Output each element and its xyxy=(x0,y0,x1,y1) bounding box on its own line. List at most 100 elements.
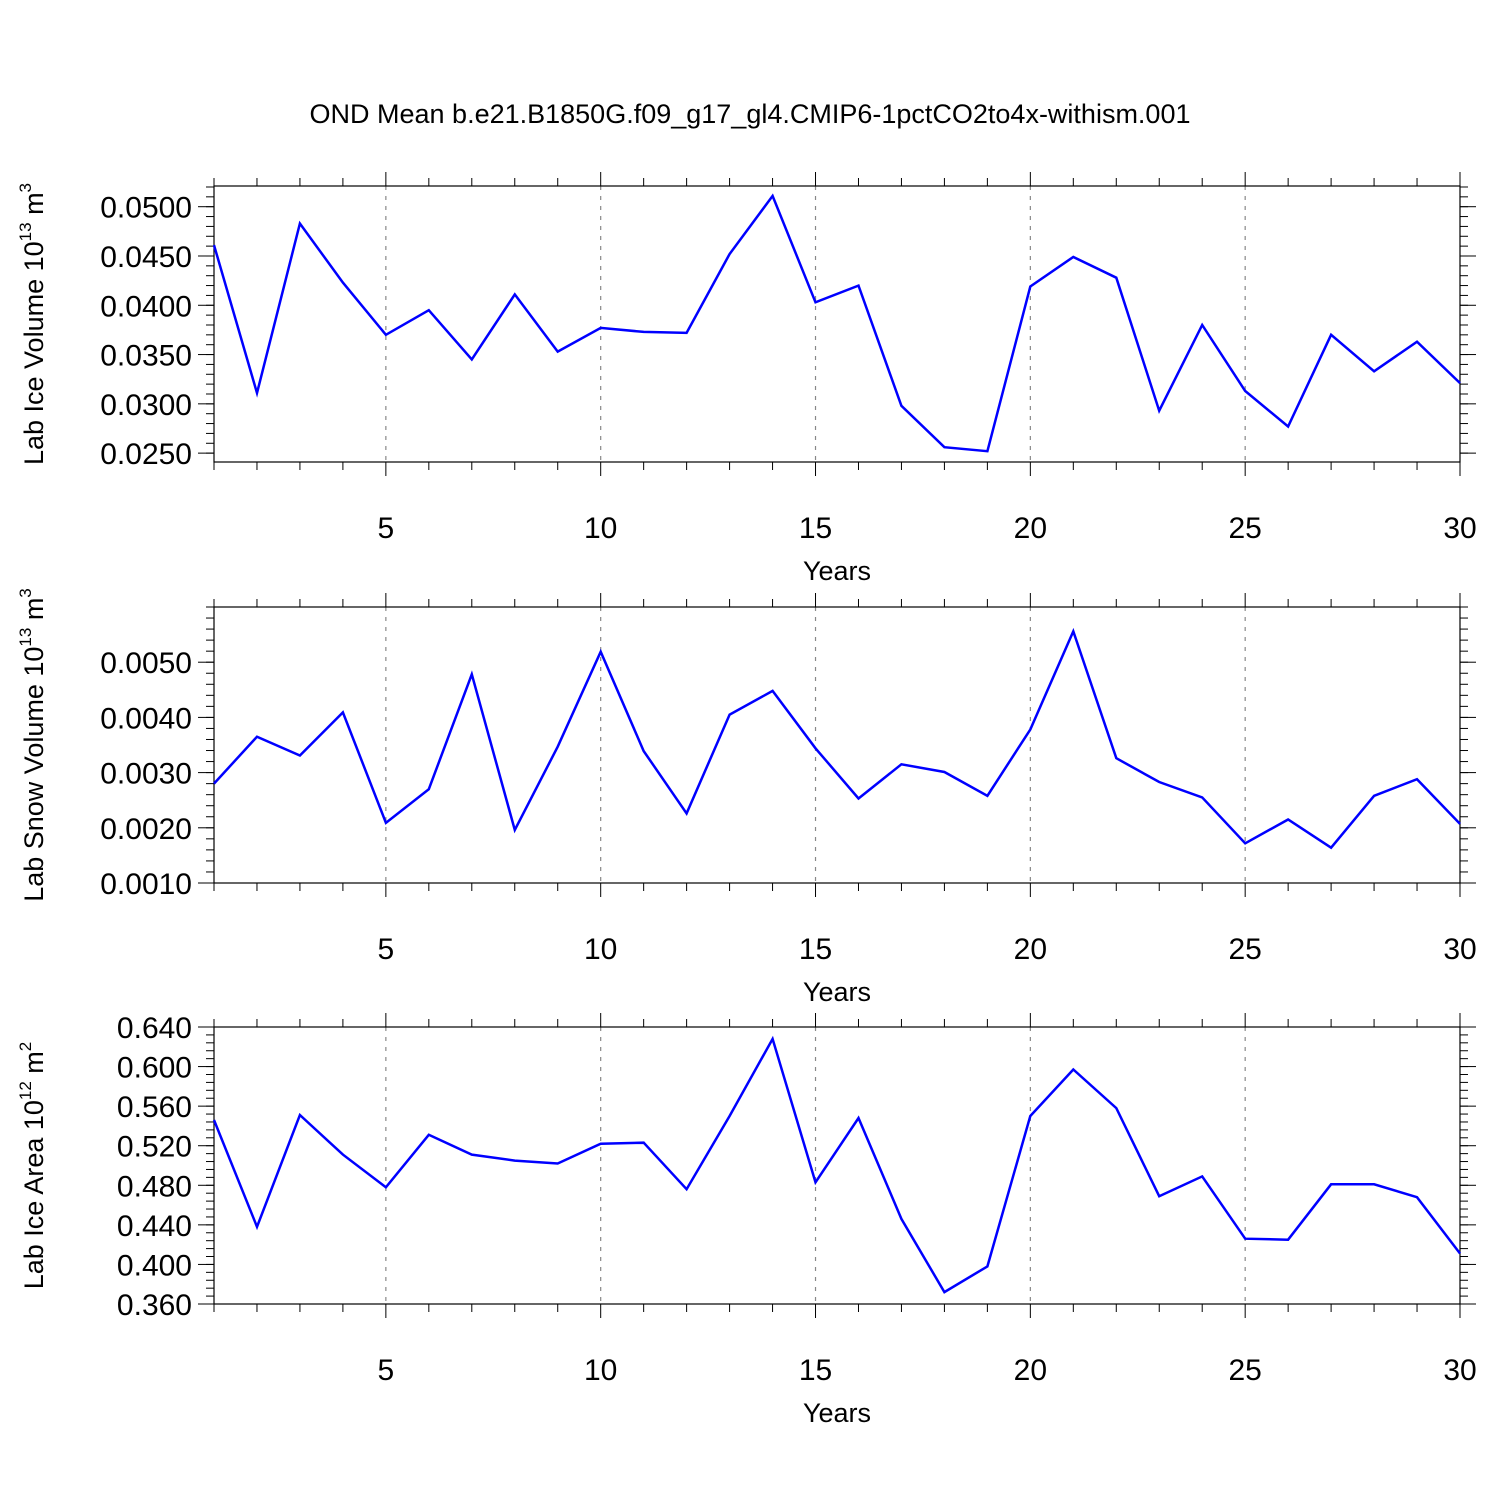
x-tick-label: 25 xyxy=(1228,1354,1261,1387)
y-tick-label: 0.360 xyxy=(117,1289,192,1322)
data-point xyxy=(685,1188,687,1190)
data-point xyxy=(943,446,945,448)
y-tick-label: 0.0250 xyxy=(100,438,192,471)
data-point xyxy=(471,1153,473,1155)
y-tick-label: 0.0020 xyxy=(100,813,192,846)
y-axis-title-unit-exponent: 3 xyxy=(16,588,35,597)
data-point xyxy=(1201,1175,1203,1177)
data-point xyxy=(1244,1238,1246,1240)
data-point xyxy=(1029,728,1031,730)
data-point xyxy=(1459,1252,1461,1254)
data-point xyxy=(428,788,430,790)
data-point xyxy=(256,1226,258,1228)
data-point xyxy=(385,1186,387,1188)
data-point xyxy=(857,1117,859,1119)
y-axis-title-unit: m xyxy=(19,192,49,222)
plot-frame xyxy=(213,185,1461,463)
data-point xyxy=(1330,1183,1332,1185)
data-point xyxy=(1416,778,1418,780)
y-axis-title: Lab Snow Volume 1013 m3 xyxy=(16,588,49,902)
data-point xyxy=(814,747,816,749)
data-point xyxy=(1373,370,1375,372)
data-point xyxy=(599,1143,601,1145)
series-line xyxy=(212,193,1461,453)
data-point xyxy=(642,750,644,752)
data-point xyxy=(642,1142,644,1144)
data-point xyxy=(1330,846,1332,848)
data-point xyxy=(213,782,215,784)
data-point xyxy=(428,1134,430,1136)
data-point xyxy=(514,829,516,831)
x-tick-label: 25 xyxy=(1228,933,1261,966)
y-axis-title-text: Lab Snow Volume 10 xyxy=(19,647,49,902)
data-point xyxy=(514,1159,516,1161)
data-point xyxy=(471,673,473,675)
data-point xyxy=(642,331,644,333)
y-tick-label: 0.640 xyxy=(117,1012,192,1045)
data-point xyxy=(299,1114,301,1116)
x-axis-title: Years xyxy=(803,1398,871,1428)
panel-2: 5 10 15 20 25 30 0.0010 0.0020 0.0030 0.0040 0.005… xyxy=(16,588,1477,1007)
data-point xyxy=(299,222,301,224)
y-tick-label: 0.480 xyxy=(117,1170,192,1203)
data-point xyxy=(299,754,301,756)
data-point xyxy=(771,690,773,692)
y-tick-label: 0.0400 xyxy=(100,290,192,323)
data-point xyxy=(1158,1195,1160,1197)
data-point xyxy=(599,327,601,329)
x-tick-label: 15 xyxy=(799,933,832,966)
data-point xyxy=(986,795,988,797)
data-point xyxy=(557,1162,559,1164)
x-tick-label: 10 xyxy=(584,933,617,966)
y-tick-label: 0.440 xyxy=(117,1210,192,1243)
x-tick-label: 25 xyxy=(1228,512,1261,545)
data-point xyxy=(213,244,215,246)
data-point xyxy=(1244,842,1246,844)
data-point xyxy=(986,450,988,452)
data-point xyxy=(943,1291,945,1293)
y-axis-title-text: Lab Ice Volume 10 xyxy=(19,241,49,465)
data-point xyxy=(986,1265,988,1267)
plot-frame xyxy=(213,1026,1461,1305)
y-tick-label: 0.0450 xyxy=(100,241,192,274)
data-point xyxy=(1029,285,1031,287)
data-point xyxy=(1115,757,1117,759)
data-point xyxy=(900,1218,902,1220)
data-point xyxy=(857,797,859,799)
y-tick-label: 0.0350 xyxy=(100,340,192,373)
data-point xyxy=(213,1119,215,1121)
data-point xyxy=(256,736,258,738)
data-point xyxy=(814,1181,816,1183)
data-point xyxy=(557,350,559,352)
series-line xyxy=(212,1035,1461,1294)
data-point xyxy=(1029,1115,1031,1117)
data-point xyxy=(342,1153,344,1155)
y-axis-title-unit-exponent: 2 xyxy=(16,1042,35,1051)
data-point xyxy=(728,713,730,715)
data-point xyxy=(1115,1107,1117,1109)
y-tick-label: 0.0300 xyxy=(100,389,192,422)
panel-1: 5 10 15 20 25 30 0.0250 0.0300 0.0350 0.0400 0.045… xyxy=(16,172,1477,586)
x-tick-label: 30 xyxy=(1443,1354,1476,1387)
x-tick-label: 15 xyxy=(799,1354,832,1387)
data-point xyxy=(1459,823,1461,825)
y-tick-label: 0.0500 xyxy=(100,192,192,225)
data-point xyxy=(1072,1068,1074,1070)
data-point xyxy=(385,822,387,824)
data-point xyxy=(900,763,902,765)
data-point xyxy=(1459,382,1461,384)
data-point xyxy=(857,284,859,286)
y-tick-label: 0.520 xyxy=(117,1131,192,1164)
x-tick-label: 5 xyxy=(378,1354,395,1387)
data-point xyxy=(943,771,945,773)
x-tick-label: 30 xyxy=(1443,512,1476,545)
data-point xyxy=(728,253,730,255)
data-point xyxy=(1158,781,1160,783)
data-point xyxy=(428,309,430,311)
y-tick-label: 0.600 xyxy=(117,1052,192,1085)
y-tick-label: 0.0040 xyxy=(100,702,192,735)
y-axis-title-unit: m xyxy=(19,1051,49,1081)
data-point xyxy=(900,405,902,407)
data-point xyxy=(342,281,344,283)
x-axis-title: Years xyxy=(803,556,871,586)
